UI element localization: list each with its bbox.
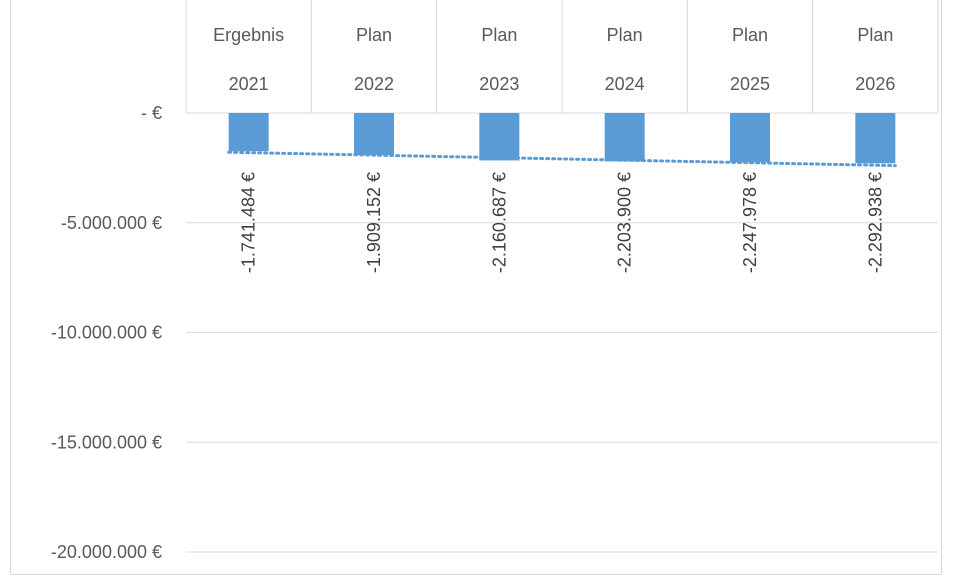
bar-2025 [730, 113, 770, 163]
category-label-line1: Plan [481, 25, 517, 45]
data-label: -1.909.152 € [364, 172, 384, 273]
bar-2026 [855, 113, 896, 164]
chart-frame [10, 0, 942, 575]
category-label-line2: 2026 [855, 74, 895, 94]
category-label-line1: Plan [857, 25, 893, 45]
category-label-line2: 2022 [354, 74, 394, 94]
bar-2023 [479, 113, 520, 161]
y-axis-ticks: - € -5.000.000 € -10.000.000 € -15.000.000 … [51, 103, 162, 562]
y-tick-label: -5.000.000 € [61, 213, 162, 233]
category-label-line1: Ergebnis [213, 25, 284, 45]
gridlines [186, 222, 938, 553]
bar-2021 [228, 113, 269, 152]
data-label: -2.203.900 € [615, 172, 635, 273]
category-label-line1: Plan [607, 25, 643, 45]
y-tick-label: - € [141, 103, 162, 123]
bar-2022 [354, 113, 394, 155]
bar-2024 [604, 113, 645, 162]
category-header: Ergebnis 2021 Plan 2022 Plan 2023 Plan 2024 Plan… [185, 0, 939, 114]
category-label-line2: 2024 [605, 74, 645, 94]
bars [228, 113, 896, 164]
category-label-line2: 2023 [479, 74, 519, 94]
data-labels: -1.741.484 € -1.909.152 € -2.160.687 € -2.2… [239, 172, 886, 273]
category-label-line2: 2021 [229, 74, 269, 94]
data-label: -2.292.938 € [865, 172, 885, 273]
y-tick-label: -10.000.000 € [51, 323, 162, 343]
trendline-layer [227, 150, 897, 168]
y-tick-label: -20.000.000 € [51, 542, 162, 562]
category-label-line1: Plan [356, 25, 392, 45]
data-label: -1.741.484 € [239, 172, 259, 273]
y-tick-label: -15.000.000 € [51, 432, 162, 452]
category-label-line2: 2025 [730, 74, 770, 94]
data-label: -2.160.687 € [489, 172, 509, 273]
category-label-line1: Plan [732, 25, 768, 45]
data-label: -2.247.978 € [740, 172, 760, 273]
trendline [227, 150, 897, 168]
